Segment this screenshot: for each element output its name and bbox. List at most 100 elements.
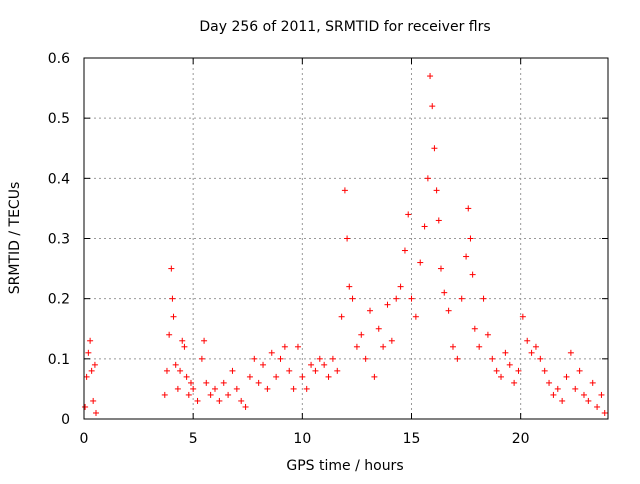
data-point [203,379,210,386]
data-point [90,397,97,404]
data-point [429,103,436,110]
data-point [185,391,192,398]
data-point [308,361,315,368]
data-point [454,355,461,362]
data-point [424,175,431,182]
data-point [437,265,444,272]
data-point [321,361,328,368]
data-point [238,397,245,404]
data-point [589,379,596,386]
data-point [465,205,472,212]
data-point [397,283,404,290]
data-point [511,379,518,386]
data-point [346,283,353,290]
data-point [316,355,323,362]
data-point [401,247,408,254]
data-point [349,295,356,302]
data-point [303,385,310,392]
data-point [567,349,574,356]
data-point [519,313,526,320]
data-point [489,355,496,362]
data-point [445,307,452,314]
data-point [87,337,94,344]
data-point [181,343,188,350]
data-point [85,349,92,356]
data-point [338,313,345,320]
data-point [524,337,531,344]
data-point [598,391,605,398]
data-point [170,313,177,320]
data-point [532,343,539,350]
data-point [163,367,170,374]
x-tick-label: 0 [80,431,89,447]
data-point [353,343,360,350]
data-point [264,385,271,392]
data-point [294,343,301,350]
y-tick-label: 0.3 [48,232,70,248]
y-axis-label: SRMTID / TECUs [7,182,23,295]
data-point [554,385,561,392]
data-point [91,361,98,368]
data-point [277,355,284,362]
data-point [576,367,583,374]
x-tick-label: 5 [189,431,198,447]
data-point [421,223,428,230]
data-point [493,367,500,374]
data-point [405,211,412,218]
data-point [367,307,374,314]
data-point [528,349,535,356]
data-point [344,235,351,242]
data-point [93,409,100,416]
data-point [412,313,419,320]
data-point [358,331,365,338]
data-point [463,253,470,260]
data-point [541,367,548,374]
data-point [469,271,476,278]
x-tick-label: 15 [403,431,421,447]
data-point [341,187,348,194]
data-point [299,373,306,380]
data-point [242,403,249,410]
data-point [476,343,483,350]
data-points [82,73,608,416]
data-point [449,343,456,350]
data-point [334,367,341,374]
data-point [83,373,90,380]
data-point [375,325,382,332]
data-point [408,295,415,302]
data-point [225,391,232,398]
data-point [515,367,522,374]
data-point [168,265,175,272]
data-point [594,403,601,410]
data-point [82,403,89,410]
data-point [312,367,319,374]
data-point [88,367,95,374]
data-point [498,373,505,380]
data-point [260,361,267,368]
data-point [563,373,570,380]
x-tick-label: 10 [293,431,311,447]
data-point [393,295,400,302]
data-point [220,379,227,386]
data-point [550,391,557,398]
data-point [441,289,448,296]
data-point [187,379,194,386]
data-point [174,385,181,392]
data-point [255,379,262,386]
axis-ticks: 0 5 10 15 20 0 0.1 0.2 0.3 0.4 0.5 0.6 [48,51,608,447]
data-point [169,295,176,302]
data-point [484,331,491,338]
data-point [198,355,205,362]
data-point [229,367,236,374]
data-point [161,391,168,398]
data-point [325,373,332,380]
data-point [427,73,434,80]
data-point [502,349,509,356]
data-point [467,235,474,242]
data-point [388,337,395,344]
data-point [251,355,258,362]
data-point [329,355,336,362]
data-point [177,367,184,374]
